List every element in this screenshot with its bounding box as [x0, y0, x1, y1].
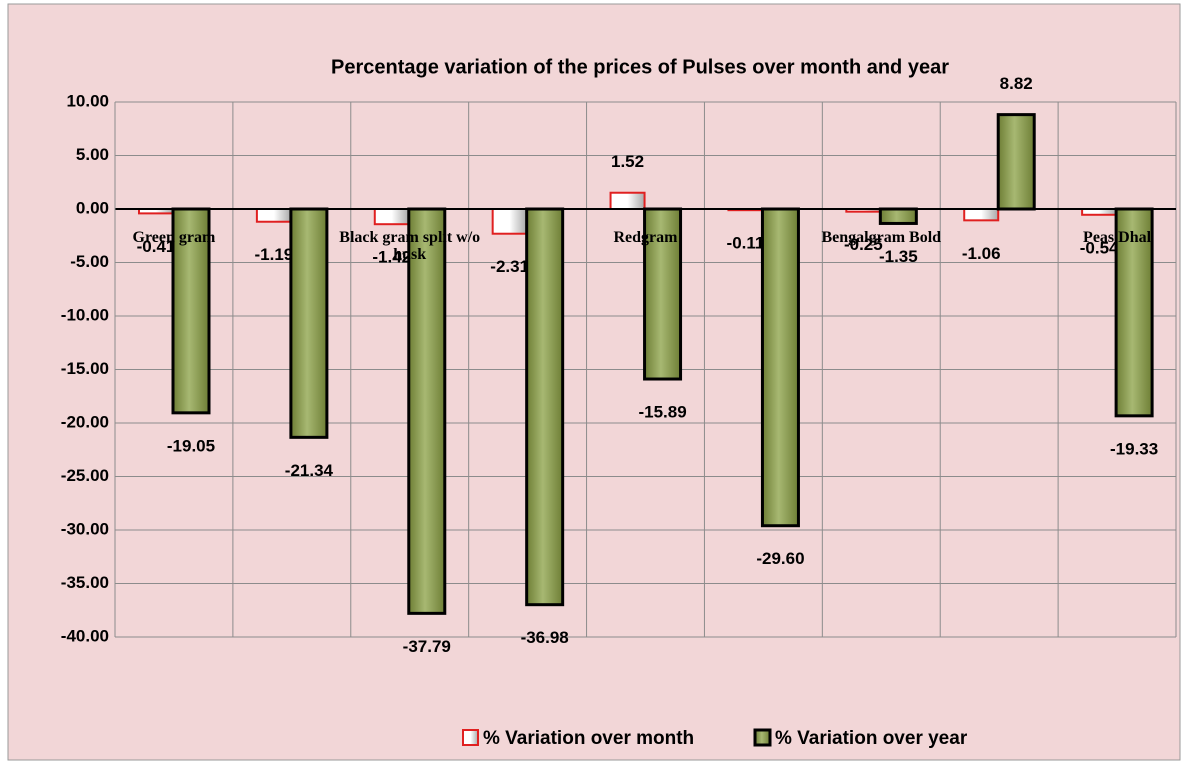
y-tick-label: -25.00 — [61, 466, 109, 485]
data-label: 8.82 — [1000, 74, 1033, 93]
data-label: -29.60 — [756, 549, 804, 568]
bar — [407, 207, 447, 615]
x-tick-label: Bengalgram Bold — [821, 229, 942, 246]
bar — [878, 207, 918, 225]
data-label: -36.98 — [521, 628, 569, 647]
data-label: -0.25 — [844, 235, 883, 254]
y-tick-label: -10.00 — [61, 305, 109, 324]
x-tick-label: Peas Dhal — [1083, 229, 1152, 246]
data-label: -19.33 — [1110, 439, 1158, 458]
legend-swatch — [462, 729, 479, 746]
data-label: -2.31 — [490, 257, 529, 276]
x-tick-label: Redgram — [613, 229, 678, 246]
x-tick-label: Green gram — [132, 229, 216, 246]
data-label: -1.06 — [962, 244, 1001, 263]
bar — [609, 191, 646, 210]
bar — [996, 113, 1036, 211]
bar — [760, 207, 800, 528]
legend-label: % Variation over year — [775, 728, 968, 749]
bar — [289, 207, 329, 439]
data-label: -1.42 — [372, 248, 411, 267]
data-label: -15.89 — [638, 403, 686, 422]
legend-swatch — [753, 728, 772, 747]
bar — [525, 207, 565, 607]
data-label: -0.54 — [1080, 238, 1119, 257]
data-label: -1.35 — [879, 247, 918, 266]
y-tick-label: -20.00 — [61, 412, 109, 431]
legend-label: % Variation over month — [483, 728, 694, 749]
bar — [373, 208, 410, 226]
data-label: -0.41 — [137, 237, 176, 256]
bar — [1114, 207, 1154, 418]
bar — [491, 208, 528, 235]
y-tick-label: -5.00 — [70, 252, 109, 271]
y-tick-label: -15.00 — [61, 359, 109, 378]
chart-title: Percentage variation of the prices of Pu… — [331, 56, 949, 78]
y-tick-label: -35.00 — [61, 573, 109, 592]
data-label: -19.05 — [167, 436, 215, 455]
data-label: -21.34 — [285, 461, 334, 480]
bar — [255, 208, 292, 223]
data-label: 1.52 — [611, 152, 644, 171]
data-label: -37.79 — [403, 637, 451, 656]
y-tick-label: -30.00 — [61, 519, 109, 538]
bar — [171, 207, 211, 415]
x-tick-label: Black gram split w/o husk — [339, 229, 481, 263]
bar — [963, 208, 1000, 222]
y-tick-label: 5.00 — [76, 145, 109, 164]
data-label: -0.11 — [727, 234, 765, 253]
y-tick-label: -40.00 — [61, 626, 109, 645]
y-tick-label: 0.00 — [76, 198, 109, 217]
y-tick-label: 10.00 — [66, 91, 109, 110]
data-label: -1.19 — [255, 245, 294, 264]
